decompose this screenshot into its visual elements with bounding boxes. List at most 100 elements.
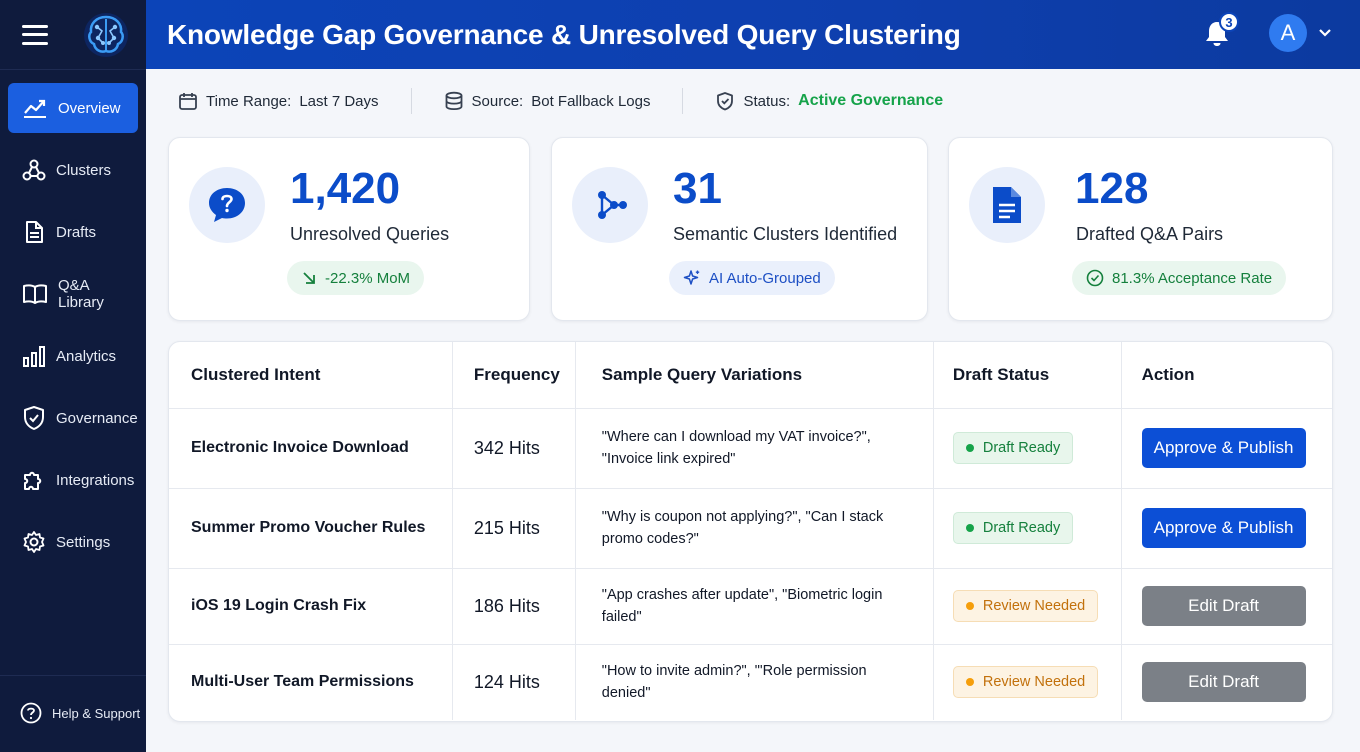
shield-check-icon — [717, 92, 734, 111]
page-title: Knowledge Gap Governance & Unresolved Qu… — [167, 18, 961, 50]
arrow-down-right-icon — [303, 272, 315, 284]
status-filter[interactable]: Status: Active Governance — [715, 91, 943, 111]
time-range-value: Last 7 Days — [299, 92, 379, 110]
top-header: Knowledge Gap Governance & Unresolved Qu… — [146, 0, 1360, 69]
book-icon — [23, 284, 47, 304]
status-badge: Review Needed — [952, 666, 1099, 699]
calendar-icon — [179, 93, 197, 110]
column-header[interactable]: Sample Query Variations — [575, 342, 934, 409]
time-range-filter[interactable]: Time Range: Last 7 Days — [178, 91, 379, 111]
sidebar-nav: Overview Clusters Drafts Q&A Library Ana… — [0, 70, 146, 567]
help-support-link[interactable]: Help & Support — [0, 702, 146, 724]
stat-value: 1,420 — [290, 164, 401, 213]
time-range-label: Time Range: — [206, 92, 292, 110]
column-header[interactable]: Clustered Intent — [169, 342, 453, 409]
status-dot — [965, 678, 974, 687]
menu-icon[interactable] — [22, 24, 48, 45]
sidebar-item-clusters[interactable]: Clusters — [8, 145, 138, 195]
source-filter[interactable]: Source: Bot Fallback Logs — [444, 91, 650, 111]
bar-chart-icon — [23, 346, 45, 367]
status-text: Draft Ready — [982, 520, 1061, 536]
sample-queries-cell: "Where can I download my VAT invoice?", … — [575, 408, 934, 489]
intent-cell: Multi-User Team Permissions — [169, 644, 453, 720]
table-row: Multi-User Team Permissions 124 Hits "Ho… — [169, 644, 1332, 720]
status-dot — [965, 524, 974, 532]
status-text: Review Needed — [982, 674, 1086, 691]
intent-cell: Summer Promo Voucher Rules — [169, 488, 453, 569]
trend-pill: -22.3% MoM — [287, 261, 425, 295]
stat-icon-wrap — [572, 167, 648, 243]
edit-draft-button[interactable]: Edit Draft — [1141, 586, 1306, 626]
sidebar-item-integrations[interactable]: Integrations — [8, 455, 138, 505]
approve-publish-button[interactable]: Approve & Publish — [1141, 428, 1306, 468]
check-circle-icon — [1086, 269, 1104, 287]
intent-cell: Electronic Invoice Download — [169, 408, 453, 489]
chart-line-icon — [24, 99, 46, 118]
status-text: Review Needed — [982, 598, 1086, 614]
column-header[interactable]: Action — [1121, 342, 1332, 409]
help-label: Help & Support — [52, 705, 141, 721]
stat-icon-wrap — [969, 167, 1045, 243]
action-cell: Edit Draft — [1121, 568, 1332, 645]
acceptance-rate: 81.3% Acceptance Rate — [1112, 269, 1273, 287]
help-icon — [20, 702, 42, 724]
sample-queries-cell: "How to invite admin?", "'Role permissio… — [575, 644, 934, 720]
stat-value: 128 — [1075, 164, 1149, 213]
shield-icon — [24, 406, 44, 430]
sidebar-item-label: Overview — [58, 99, 121, 117]
sidebar-item-label: Analytics — [56, 347, 117, 365]
document-icon — [993, 187, 1021, 223]
status-badge: Draft Ready — [952, 432, 1074, 464]
sidebar-item-label: Integrations — [56, 471, 135, 489]
document-icon — [26, 221, 43, 243]
source-label: Source: — [471, 92, 524, 110]
sidebar-item-label: Governance — [56, 409, 138, 427]
stat-card-clusters: 31 Semantic Clusters Identified AI Auto-… — [551, 137, 928, 321]
chevron-down-icon[interactable] — [1318, 28, 1332, 38]
trend-value: -22.3% MoM — [325, 269, 411, 287]
edit-draft-button[interactable]: Edit Draft — [1141, 662, 1306, 703]
status-badge: Draft Ready — [952, 512, 1074, 544]
gear-icon — [23, 531, 45, 553]
status-text: Draft Ready — [982, 440, 1061, 456]
sample-queries-cell: "Why is coupon not applying?", "Can I st… — [575, 488, 934, 569]
column-header[interactable]: Frequency — [452, 342, 576, 409]
sidebar-item-label: Settings — [56, 533, 111, 551]
sidebar-item-drafts[interactable]: Drafts — [8, 207, 138, 257]
filter-divider — [682, 88, 684, 114]
sidebar-item-governance[interactable]: Governance — [8, 393, 138, 443]
table-row: iOS 19 Login Crash Fix 186 Hits "App cra… — [169, 568, 1332, 645]
status-cell: Draft Ready — [933, 408, 1122, 489]
sidebar-item-label: Clusters — [56, 161, 112, 179]
table-row: Summer Promo Voucher Rules 215 Hits "Why… — [169, 488, 1332, 569]
frequency-cell: 186 Hits — [452, 568, 576, 645]
clusters-table-grid: Clustered Intent Frequency Sample Query … — [169, 342, 1332, 720]
puzzle-icon — [24, 471, 42, 490]
clusters-table: Clustered Intent Frequency Sample Query … — [168, 341, 1333, 722]
approve-publish-button[interactable]: Approve & Publish — [1141, 508, 1306, 548]
sidebar-item-qa-library[interactable]: Q&A Library — [8, 269, 138, 319]
action-cell: Approve & Publish — [1121, 408, 1332, 489]
ai-grouped-label: AI Auto-Grouped — [709, 269, 821, 287]
network-icon — [598, 191, 627, 219]
stat-card-unresolved: 1,420 Unresolved Queries -22.3% MoM — [168, 137, 530, 321]
stat-label: Drafted Q&A Pairs — [1076, 224, 1224, 244]
frequency-cell: 342 Hits — [452, 408, 576, 489]
sparkle-icon — [683, 270, 700, 285]
status-cell: Review Needed — [933, 568, 1122, 645]
cluster-icon — [22, 159, 46, 181]
avatar[interactable]: A — [1269, 14, 1307, 52]
sidebar-item-label: Drafts — [56, 223, 97, 241]
status-dot — [965, 602, 974, 610]
status-label: Status: — [743, 92, 791, 110]
column-header[interactable]: Draft Status — [933, 342, 1122, 409]
frequency-cell: 124 Hits — [452, 644, 576, 720]
sidebar-item-analytics[interactable]: Analytics — [8, 331, 138, 381]
sidebar-item-overview[interactable]: Overview — [8, 83, 138, 133]
status-cell: Review Needed — [933, 644, 1122, 720]
sidebar-item-settings[interactable]: Settings — [8, 517, 138, 567]
sidebar-item-label: Q&A Library — [58, 277, 104, 311]
action-cell: Approve & Publish — [1121, 488, 1332, 569]
question-chat-icon — [209, 188, 245, 222]
sample-queries-cell: "App crashes after update", "Biometric l… — [575, 568, 934, 645]
